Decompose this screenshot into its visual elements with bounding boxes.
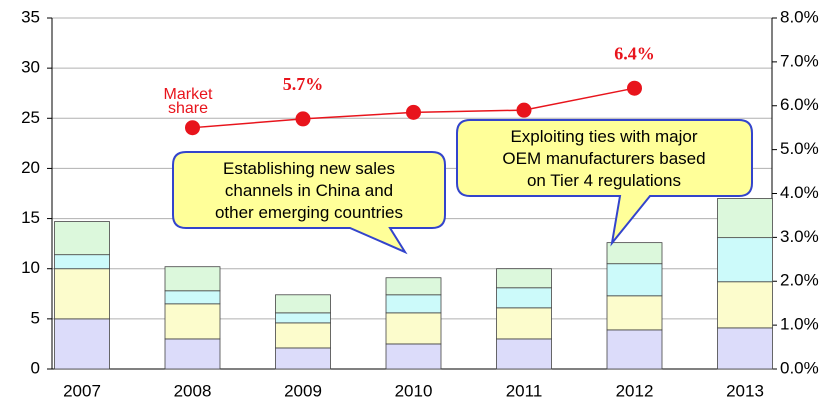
annotation-line: on Tier 4 regulations	[527, 171, 681, 190]
callout-text: Establishing new sales channels in China …	[215, 159, 403, 222]
y2-tick-label: 2.0%	[780, 271, 819, 290]
y-tick-label: 25	[21, 108, 40, 127]
bar-segment	[164, 266, 221, 292]
y-tick-label: 30	[21, 58, 40, 77]
annotation-line: other emerging countries	[215, 203, 403, 222]
annotation-line: channels in China and	[225, 181, 393, 200]
callout-text: Exploiting ties with major OEM manufactur…	[502, 127, 705, 190]
bar-segment	[54, 221, 110, 256]
bar-segment	[385, 312, 442, 345]
bar-segment	[606, 295, 663, 331]
bar-segment	[54, 268, 110, 320]
bar-segment	[164, 338, 221, 370]
callout-shape	[456, 119, 753, 247]
bar-segment	[164, 303, 221, 340]
x-tick-label: 2009	[284, 381, 322, 400]
x-tick-label: 2012	[616, 381, 654, 400]
line-marker	[406, 104, 421, 120]
y-tick-label: 15	[21, 208, 40, 227]
bar-segment	[275, 322, 331, 349]
bar-segment	[606, 263, 663, 297]
bar-segment	[606, 242, 663, 265]
annotation: Market share	[164, 86, 213, 117]
callout: Establishing new sales channels in China …	[172, 151, 446, 255]
bar-segment	[275, 347, 331, 370]
x-tick-label: 2013	[726, 381, 764, 400]
y-tick-label: 35	[21, 7, 40, 26]
bar-segment	[275, 294, 331, 314]
bar-segment	[496, 287, 552, 309]
data-label: 6.4%	[614, 43, 655, 63]
annotation-line: Market	[164, 86, 213, 103]
line-marker	[185, 120, 200, 136]
y2-tick-label: 7.0%	[780, 51, 819, 70]
y2-tick-label: 3.0%	[780, 227, 819, 246]
annotation-line: share	[168, 100, 208, 117]
y2-tick-label: 4.0%	[780, 183, 819, 202]
bar-segment	[385, 343, 442, 370]
bar-segment	[717, 281, 773, 329]
y-tick-label: 0	[31, 358, 40, 377]
line-layer: 5.7% 6.4%	[185, 43, 655, 136]
bar-segment	[164, 290, 221, 305]
y2-tick-label: 1.0%	[780, 315, 819, 334]
y2-tick-label: 8.0%	[780, 7, 819, 26]
y-tick-label: 10	[21, 258, 40, 277]
bar-segment	[717, 237, 773, 283]
data-label: 5.7%	[283, 74, 324, 94]
bar-segment	[496, 307, 552, 340]
x-tick-label: 2007	[63, 381, 101, 400]
bar-segment	[717, 198, 773, 239]
bar-segment	[275, 312, 331, 324]
bar-segment	[54, 254, 110, 270]
y2-tick-label: 0.0%	[780, 358, 819, 377]
y2-tick-label: 6.0%	[780, 95, 819, 114]
bar-segment	[496, 268, 552, 289]
line-marker	[627, 80, 642, 96]
bars	[54, 198, 773, 370]
x-tick-label: 2010	[395, 381, 433, 400]
y-tick-label: 20	[21, 158, 40, 177]
callout: Exploiting ties with major OEM manufactur…	[456, 119, 753, 247]
bar-segment	[717, 327, 773, 370]
annotation-line: Establishing new sales	[223, 159, 395, 178]
line-marker	[295, 111, 311, 127]
annotation-line: OEM manufacturers based	[502, 149, 705, 168]
y2-tick-label: 5.0%	[780, 139, 819, 158]
bar-segment	[54, 318, 110, 370]
bar-segment	[385, 294, 442, 314]
annotation-line: Exploiting ties with major	[510, 127, 697, 146]
y-tick-label: 5	[31, 308, 40, 327]
bar-segment	[606, 329, 663, 370]
callout-shape	[172, 151, 446, 255]
x-tick-label: 2008	[174, 381, 212, 400]
x-tick-label: 2011	[506, 381, 543, 400]
bar-segment	[496, 338, 552, 370]
bar-segment	[385, 277, 442, 296]
line-marker	[516, 102, 532, 118]
